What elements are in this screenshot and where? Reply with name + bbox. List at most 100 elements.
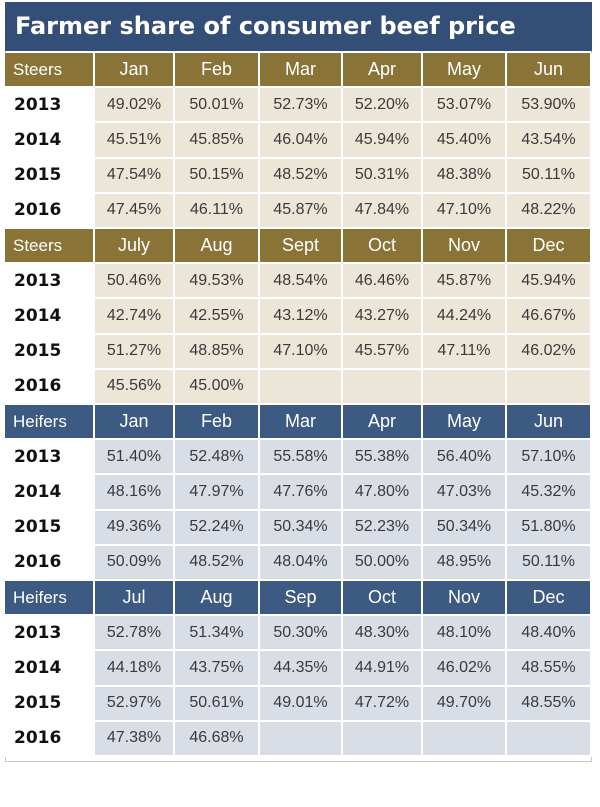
table-cell: 50.11% (507, 545, 592, 581)
table-cell: 49.02% (95, 88, 175, 124)
empty-cell (343, 721, 423, 757)
table-cell: 43.27% (343, 299, 423, 335)
table-cell: 48.55% (507, 686, 592, 722)
year-label: 2015 (5, 510, 95, 546)
month-header-sept: Sept (260, 229, 343, 265)
table-cell: 52.23% (343, 510, 423, 546)
month-header-nov: Nov (423, 229, 507, 265)
table-cell: 50.11% (507, 158, 592, 194)
month-header-oct: Oct (343, 229, 423, 265)
table-cell: 50.15% (175, 158, 260, 194)
group-header-heifers: Heifers (5, 405, 95, 441)
table-cell: 53.07% (423, 88, 507, 124)
table-cell: 52.78% (95, 616, 175, 652)
table-cell: 55.38% (343, 440, 423, 476)
group-header-steers: Steers (5, 53, 95, 89)
table-cell: 46.67% (507, 299, 592, 335)
month-header-jan: Jan (95, 405, 175, 441)
month-header-feb: Feb (175, 405, 260, 441)
empty-cell (260, 721, 343, 757)
table-cell: 45.87% (260, 193, 343, 229)
table-cell: 46.04% (260, 123, 343, 159)
year-label: 2015 (5, 686, 95, 722)
table-cell: 47.03% (423, 475, 507, 511)
table-cell: 52.97% (95, 686, 175, 722)
empty-cell (423, 721, 507, 757)
year-label: 2013 (5, 88, 95, 124)
table-cell: 42.74% (95, 299, 175, 335)
table-cell: 47.84% (343, 193, 423, 229)
table-cell: 43.75% (175, 651, 260, 687)
table-cell: 43.12% (260, 299, 343, 335)
table-title: Farmer share of consumer beef price (5, 2, 592, 51)
table-cell: 47.72% (343, 686, 423, 722)
month-header-nov: Nov (423, 581, 507, 617)
table-cell: 46.02% (507, 334, 592, 370)
table-cell: 50.31% (343, 158, 423, 194)
year-label: 2016 (5, 721, 95, 757)
table-cell: 48.55% (507, 651, 592, 687)
table-cell: 44.91% (343, 651, 423, 687)
table-cell: 52.48% (175, 440, 260, 476)
table-cell: 50.34% (260, 510, 343, 546)
table-cell: 48.40% (507, 616, 592, 652)
year-label: 2016 (5, 369, 95, 405)
table-cell: 51.80% (507, 510, 592, 546)
empty-cell (423, 369, 507, 405)
table-cell: 45.85% (175, 123, 260, 159)
month-header-dec: Dec (507, 229, 592, 265)
table-cell: 56.40% (423, 440, 507, 476)
table-cell: 45.00% (175, 369, 260, 405)
month-header-may: May (423, 405, 507, 441)
table-cell: 52.73% (260, 88, 343, 124)
table-cell: 44.35% (260, 651, 343, 687)
table-cell: 47.38% (95, 721, 175, 757)
month-header-apr: Apr (343, 405, 423, 441)
empty-cell (260, 369, 343, 405)
year-label: 2013 (5, 440, 95, 476)
year-label: 2016 (5, 545, 95, 581)
table-cell: 45.57% (343, 334, 423, 370)
table-cell: 48.85% (175, 334, 260, 370)
table-cell: 48.22% (507, 193, 592, 229)
table-cell: 45.56% (95, 369, 175, 405)
table-cell: 52.24% (175, 510, 260, 546)
table-cell: 46.46% (343, 264, 423, 300)
table-cell: 49.70% (423, 686, 507, 722)
year-label: 2014 (5, 651, 95, 687)
group-header-steers: Steers (5, 229, 95, 265)
table-cell: 46.68% (175, 721, 260, 757)
table-cell: 45.94% (507, 264, 592, 300)
empty-cell (507, 369, 592, 405)
table-cell: 53.90% (507, 88, 592, 124)
month-header-oct: Oct (343, 581, 423, 617)
table-cell: 47.80% (343, 475, 423, 511)
year-label: 2015 (5, 334, 95, 370)
table-cell: 50.09% (95, 545, 175, 581)
table-cell: 55.58% (260, 440, 343, 476)
table-cell: 46.11% (175, 193, 260, 229)
empty-cell (507, 721, 592, 757)
table-cell: 47.10% (260, 334, 343, 370)
year-label: 2014 (5, 123, 95, 159)
table-cell: 45.32% (507, 475, 592, 511)
table-cell: 48.30% (343, 616, 423, 652)
month-header-feb: Feb (175, 53, 260, 89)
table-cell: 48.52% (260, 158, 343, 194)
table-cell: 49.36% (95, 510, 175, 546)
year-label: 2014 (5, 475, 95, 511)
table-cell: 48.04% (260, 545, 343, 581)
month-header-jun: Jun (507, 53, 592, 89)
table-cell: 49.01% (260, 686, 343, 722)
table-cell: 44.24% (423, 299, 507, 335)
month-header-apr: Apr (343, 53, 423, 89)
month-header-dec: Dec (507, 581, 592, 617)
table-cell: 47.97% (175, 475, 260, 511)
table-cell: 48.38% (423, 158, 507, 194)
month-header-july: July (95, 229, 175, 265)
table-cell: 47.45% (95, 193, 175, 229)
empty-cell (343, 369, 423, 405)
table-cell: 50.00% (343, 545, 423, 581)
table-cell: 43.54% (507, 123, 592, 159)
